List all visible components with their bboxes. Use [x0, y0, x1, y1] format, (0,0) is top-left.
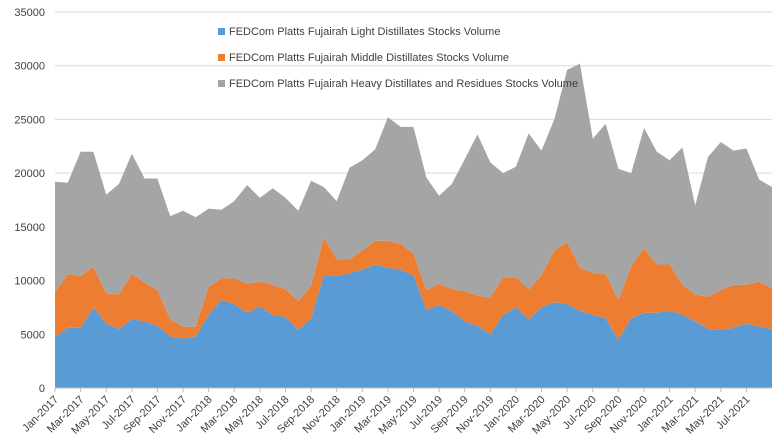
legend-swatch-light-distillates — [218, 28, 225, 35]
legend-label-middle-distillates: FEDCom Platts Fujairah Middle Distillate… — [229, 52, 509, 64]
y-tick-label: 0 — [39, 383, 45, 395]
y-tick-label: 15000 — [14, 222, 45, 234]
area-series — [55, 63, 772, 388]
legend-swatch-middle-distillates — [218, 54, 225, 61]
y-tick-label: 10000 — [14, 276, 45, 288]
legend-label-heavy-distillates: FEDCom Platts Fujairah Heavy Distillates… — [229, 78, 578, 90]
y-tick-label: 5000 — [21, 329, 45, 341]
legend-swatch-heavy-distillates — [218, 80, 225, 87]
area-series-0 — [55, 264, 772, 388]
legend-item-middle-distillates: FEDCom Platts Fujairah Middle Distillate… — [218, 52, 509, 64]
legend-item-light-distillates: FEDCom Platts Fujairah Light Distillates… — [218, 26, 500, 38]
y-tick-label: 35000 — [14, 7, 45, 19]
area-series-2 — [55, 63, 772, 327]
x-axis: Jan-2017Mar-2017May-2017Jul-2017Sep-2017… — [20, 387, 772, 437]
legend-label-light-distillates: FEDCom Platts Fujairah Light Distillates… — [229, 26, 500, 38]
y-tick-label: 25000 — [14, 114, 45, 126]
y-tick-label: 20000 — [14, 168, 45, 180]
area-series-1 — [55, 237, 772, 340]
y-axis: 0 5000 10000 15000 20000 25000 30000 35000 — [14, 7, 45, 395]
y-tick-label: 30000 — [14, 61, 45, 73]
legend-item-heavy-distillates: FEDCom Platts Fujairah Heavy Distillates… — [218, 78, 578, 90]
legend: FEDCom Platts Fujairah Light Distillates… — [218, 26, 578, 90]
